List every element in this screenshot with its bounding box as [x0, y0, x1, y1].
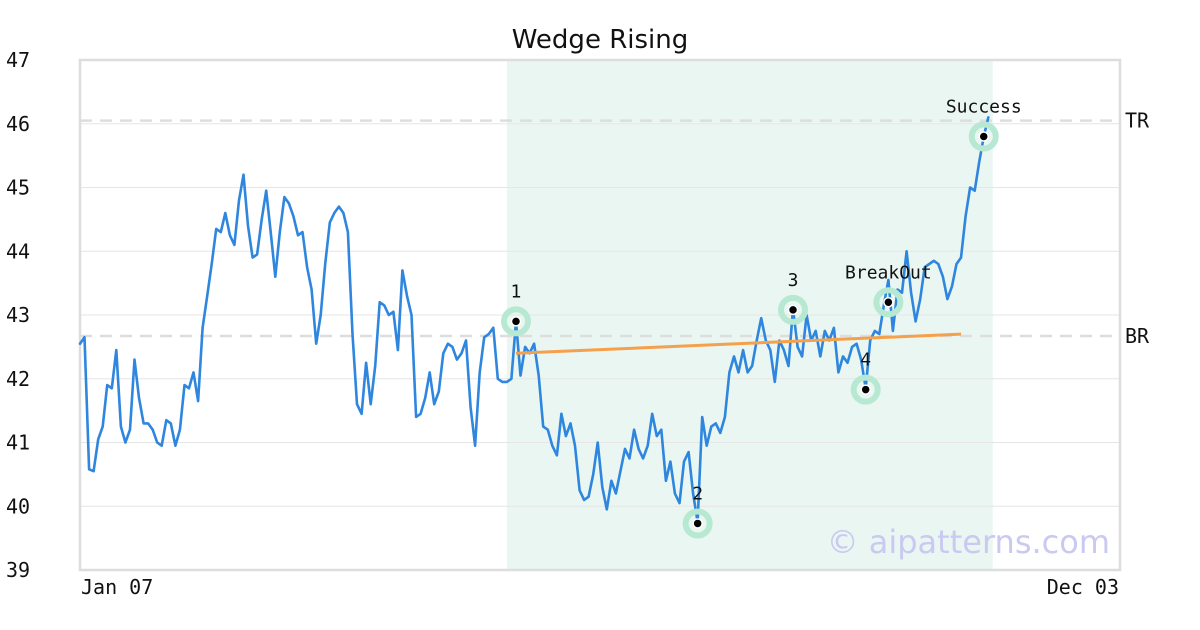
point-label-breakout: BreakOut — [845, 262, 932, 283]
point-label-2: 2 — [692, 483, 703, 504]
x-tick-label-end: Dec 03 — [1047, 575, 1119, 599]
reference-label-tr: TR — [1125, 109, 1150, 133]
y-tick-label-39: 39 — [6, 558, 30, 582]
y-tick-label-44: 44 — [6, 239, 30, 263]
y-tick-label-42: 42 — [6, 367, 30, 391]
y-tick-label-40: 40 — [6, 494, 30, 518]
point-marker-halo-4 — [850, 374, 881, 405]
point-marker-halo-1 — [500, 306, 531, 337]
point-label-success: Success — [946, 97, 1022, 118]
reference-label-br: BR — [1125, 324, 1150, 348]
y-tick-label-41: 41 — [6, 431, 30, 455]
point-marker-halo-success — [968, 121, 999, 152]
watermark: © aipatterns.com — [827, 523, 1110, 561]
point-marker-halo-3 — [778, 294, 809, 325]
point-marker-2 — [692, 518, 703, 529]
point-label-1: 1 — [511, 281, 522, 302]
trend-line — [515, 332, 962, 355]
point-marker-halo-2 — [682, 508, 713, 539]
point-marker-breakout — [883, 297, 894, 308]
point-marker-halo-breakout — [873, 287, 904, 318]
point-label-4: 4 — [860, 350, 871, 371]
plot-frame — [78, 58, 1122, 572]
point-marker-3 — [787, 304, 799, 316]
point-label-3: 3 — [788, 270, 799, 291]
point-marker-1 — [510, 316, 522, 327]
y-tick-label-46: 46 — [6, 112, 30, 136]
y-tick-label-43: 43 — [6, 303, 30, 327]
y-tick-label-47: 47 — [6, 48, 30, 72]
y-tick-label-45: 45 — [6, 176, 30, 200]
chart-title: Wedge Rising — [512, 25, 689, 55]
x-tick-label-start: Jan 07 — [81, 575, 153, 599]
point-marker-4 — [860, 384, 871, 395]
price-series-line — [78, 116, 990, 524]
point-marker-success — [978, 131, 990, 142]
